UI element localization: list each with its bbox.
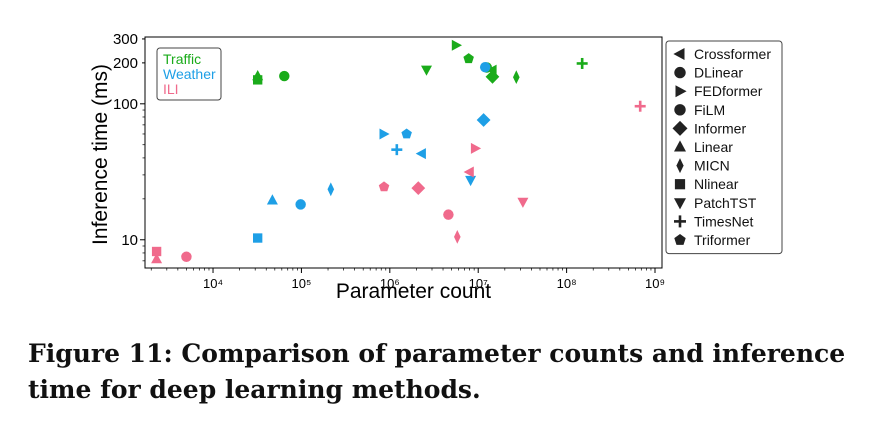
point-traffic-micn <box>513 70 520 84</box>
x-tick-label: 10⁶ <box>380 276 400 291</box>
point-traffic-informer <box>485 69 500 84</box>
point-ili-patchtst <box>517 197 529 208</box>
point-weather-nlinear <box>253 233 263 243</box>
legend-marker-patchtst <box>674 198 686 210</box>
point-ili-fedformer <box>470 142 482 154</box>
point-traffic-fedformer <box>451 39 462 51</box>
point-ili-micn <box>454 230 461 244</box>
x-tick-label: 10⁵ <box>291 276 311 291</box>
point-ili-crossformer <box>463 166 474 178</box>
legend-label-crossformer: Crossformer <box>694 46 771 62</box>
legend-label-informer: Informer <box>694 120 746 136</box>
y-tick-label: 100 <box>113 96 138 113</box>
point-ili-timesnet <box>634 100 646 112</box>
legend-marker-timesnet <box>674 215 686 228</box>
point-weather-dlinear <box>295 199 306 210</box>
chart-figure: 10⁴ 10⁵ 10⁶ 10⁷ 10⁸ 10⁹ 10 100 200 300 Parameter c… <box>89 31 783 303</box>
y-tick-label: 200 <box>113 55 138 72</box>
point-ili-linear <box>151 253 163 264</box>
point-ili-film <box>443 209 454 220</box>
point-ili-nlinear <box>151 246 162 257</box>
x-tick-label: 10⁸ <box>557 276 577 291</box>
point-weather-informer <box>476 113 491 127</box>
dataset-legend-box <box>156 47 222 101</box>
axis-layer: 10⁴ 10⁵ 10⁶ 10⁷ 10⁸ 10⁹ 10 100 200 300 Parameter c… <box>89 31 665 303</box>
legend-marker-linear <box>674 140 686 152</box>
legend-marker-film <box>674 104 686 116</box>
legend-label-triformer: Triformer <box>694 232 751 248</box>
dataset-legend-traffic: Traffic <box>163 51 201 67</box>
legend-label-micn: MICN <box>694 158 730 174</box>
point-weather-linear <box>266 194 278 205</box>
dataset-legend-ili: ILI <box>163 81 179 97</box>
point-weather-fedformer <box>379 128 390 140</box>
point-weather-micn <box>327 182 335 197</box>
legend-marker-informer <box>672 120 688 136</box>
legend-label-nlinear: Nlinear <box>694 176 739 192</box>
point-weather-triformer <box>401 128 412 139</box>
legend-marker-dlinear <box>674 66 686 79</box>
legend-label-film: FiLM <box>694 102 725 118</box>
point-traffic-linear <box>252 70 264 81</box>
legend-label-timesnet: TimesNet <box>694 213 753 229</box>
x-tick-label: 10⁹ <box>645 276 665 291</box>
legend-label-fedformer: FEDformer <box>694 83 763 99</box>
method-legend: Crossformer DLinear FEDformer FiLM Informer L… <box>665 40 783 255</box>
x-tick-label: 10⁴ <box>203 276 223 291</box>
figure-caption: Figure 11: Comparison of parameter count… <box>28 339 846 404</box>
point-weather-crossformer <box>415 148 426 160</box>
plot-frame <box>144 36 663 269</box>
point-ili-triformer <box>378 181 390 192</box>
legend-marker-fedformer <box>675 85 687 98</box>
legend-marker-micn <box>676 158 684 174</box>
legend-marker-crossformer <box>673 48 685 60</box>
y-axis-label: Inference time (ms) <box>89 64 112 245</box>
legend-marker-triformer <box>674 234 686 245</box>
point-ili-informer <box>411 181 426 195</box>
legend-label-linear: Linear <box>694 139 733 155</box>
point-traffic-dlinear <box>279 70 290 82</box>
point-weather-film <box>479 61 491 73</box>
x-tick-label: 10⁷ <box>469 276 488 291</box>
legend-label-dlinear: DLinear <box>694 65 743 81</box>
legend-marker-nlinear <box>674 179 686 190</box>
method-legend-box <box>665 40 783 255</box>
y-tick-label: 10 <box>121 232 138 249</box>
data-points <box>151 39 646 264</box>
legend-label-patchtst: PatchTST <box>694 195 757 211</box>
point-weather-timesnet <box>391 144 403 156</box>
scatter-chart: 10⁴ 10⁵ 10⁶ 10⁷ 10⁸ 10⁹ 10 100 200 300 Parameter c… <box>89 31 783 303</box>
y-tick-label: 300 <box>113 31 138 48</box>
point-traffic-timesnet <box>576 57 588 69</box>
point-traffic-triformer <box>463 53 474 64</box>
point-weather-patchtst <box>465 175 477 187</box>
point-ili-dlinear <box>181 251 192 262</box>
point-traffic-patchtst <box>421 65 432 76</box>
x-axis-label: Parameter count <box>336 280 491 303</box>
dataset-legend-weather: Weather <box>163 66 216 82</box>
